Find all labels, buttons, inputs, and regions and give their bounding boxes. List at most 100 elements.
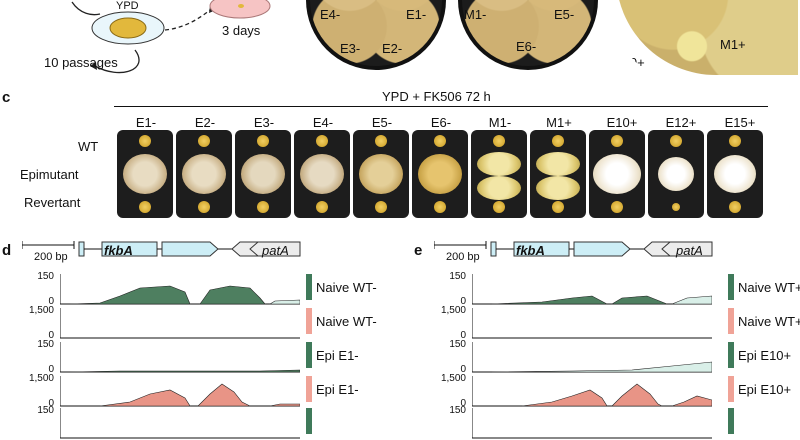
colony-panel (176, 130, 232, 218)
passages-label: 10 passages (44, 55, 118, 70)
colony-panel (648, 130, 704, 218)
wt-colony (611, 135, 623, 147)
coverage-area (268, 299, 300, 305)
coverage-area (69, 369, 300, 373)
plate-photo-3: M1+ E10+ (608, 0, 798, 90)
axis-tick-label: 150 (37, 405, 54, 416)
axis-tick-label: 1,500 (440, 305, 466, 316)
column-label: E1- (135, 115, 157, 130)
revertant-colony (493, 201, 505, 213)
column-label: E4- (312, 115, 334, 130)
colony-panel (294, 130, 350, 218)
medium-label: YPD (116, 0, 139, 12)
sample-color-tag (728, 376, 734, 402)
coverage-area (611, 383, 663, 407)
axis-tick-label: 150 (37, 339, 54, 350)
colony-panel (412, 130, 468, 218)
panel-c-rule (114, 106, 768, 107)
axis-tick-label: 0 (460, 398, 466, 409)
coverage-track (472, 342, 712, 373)
row-label-epimutant: Epimutant (20, 167, 79, 182)
colony-panel (530, 130, 586, 218)
coverage-track (472, 376, 712, 407)
sample-color-tag (728, 308, 734, 334)
epimutant-colony (123, 154, 167, 194)
column-label: M1- (488, 115, 512, 130)
wt-colony (316, 135, 328, 147)
track-label: Epi E1- (316, 348, 359, 363)
panel-c-title: YPD + FK506 72 h (382, 89, 491, 104)
track-label: Epi E10+ (738, 348, 792, 363)
column-label: M1+ (546, 115, 572, 130)
time-label: 3 days (222, 23, 261, 38)
epimutant-colony (658, 157, 694, 191)
sample-color-tag (306, 274, 312, 300)
axis-tick-label: 150 (37, 271, 54, 282)
gene-map-e-drawing (434, 241, 713, 257)
coverage-track (60, 376, 300, 407)
panel-letter-c: c (2, 89, 11, 106)
column-label: E15+ (724, 115, 756, 130)
column-label: E12+ (665, 115, 697, 130)
wt-colony (375, 135, 387, 147)
wt-colony (139, 135, 151, 147)
axis-tick-label: 0 (48, 296, 54, 307)
panel-letter-e: e (414, 242, 423, 259)
axis-tick-label: 0 (460, 364, 466, 375)
scale-bar-label: 200 bp (446, 251, 480, 263)
coverage-area (671, 295, 712, 305)
axis-tick-label: 0 (48, 330, 54, 341)
coverage-area (99, 389, 191, 407)
row-label-wt: WT (78, 139, 99, 154)
wt-colony (729, 135, 741, 147)
revertant-colony (375, 201, 387, 213)
colony-panel (707, 130, 763, 218)
track-label: Naive WT- (316, 314, 377, 329)
sample-color-tag (306, 408, 312, 434)
coverage-area (269, 403, 300, 407)
wt-colony (257, 135, 269, 147)
plate-label: M1- (464, 7, 487, 22)
coverage-track (60, 308, 300, 339)
epimutant-colony (477, 176, 521, 200)
plate-label: E5- (554, 7, 575, 22)
plate-label: E1- (406, 7, 427, 22)
coverage-area (197, 383, 251, 407)
revertant-colony (139, 201, 151, 213)
revertant-colony (198, 201, 210, 213)
sample-color-tag (728, 408, 734, 434)
coverage-track (472, 308, 712, 339)
plate-photo-1: E4- E1- E3- E2- (306, 0, 446, 70)
column-label: E2- (194, 115, 216, 130)
coverage-track (60, 342, 300, 373)
track-label: Naive WT- (316, 280, 377, 295)
plate-label: E10+ (614, 55, 645, 70)
axis-tick-label: 0 (48, 398, 54, 409)
gene-map-d-drawing (22, 241, 301, 257)
revertant-colony (729, 201, 741, 213)
column-label: E5- (371, 115, 393, 130)
sample-color-tag (306, 376, 312, 402)
wt-colony (434, 135, 446, 147)
plate-label: E3- (340, 41, 361, 56)
axis-tick-label: 150 (449, 271, 466, 282)
coverage-area (610, 295, 668, 305)
revertant-colony (257, 201, 269, 213)
epimutant-colony (536, 152, 580, 176)
sample-color-tag (306, 342, 312, 368)
axis-tick-label: 0 (460, 296, 466, 307)
colony-panel (589, 130, 645, 218)
plate-label: E4- (320, 7, 341, 22)
track-label: Epi E10+ (738, 382, 792, 397)
wt-colony (552, 135, 564, 147)
track-label: Naive WT+ (738, 280, 800, 295)
gene-label-fkba: fkbA (516, 243, 545, 258)
epimutant-colony (241, 154, 285, 194)
coverage-track (472, 408, 712, 439)
wt-colony (670, 135, 682, 147)
axis-tick-label: 150 (449, 339, 466, 350)
epimutant-colony (536, 176, 580, 200)
revertant-colony (316, 201, 328, 213)
colony-panel (353, 130, 409, 218)
coverage-area (521, 389, 608, 407)
